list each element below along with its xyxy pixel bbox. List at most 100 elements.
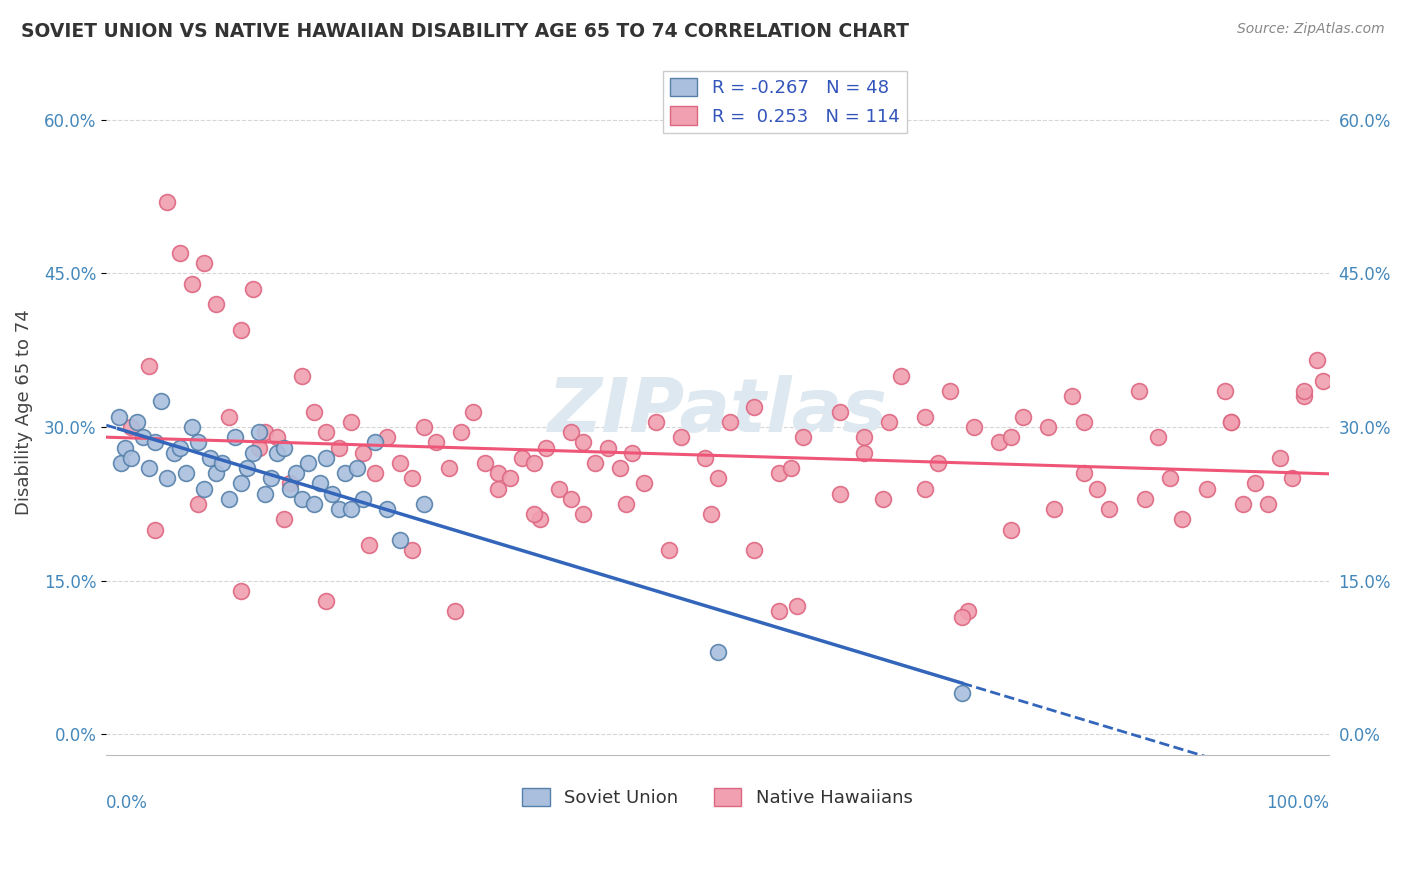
Point	[273, 441, 295, 455]
Point	[107, 409, 129, 424]
Point	[328, 441, 350, 455]
Point	[939, 384, 962, 399]
Point	[242, 282, 264, 296]
Point	[211, 456, 233, 470]
Point	[572, 507, 595, 521]
Point	[474, 456, 496, 470]
Point	[425, 435, 447, 450]
Point	[110, 456, 132, 470]
Point	[254, 425, 277, 440]
Point	[1036, 420, 1059, 434]
Point	[547, 482, 569, 496]
Point	[1060, 389, 1083, 403]
Point	[1146, 430, 1168, 444]
Point	[114, 441, 136, 455]
Point	[853, 446, 876, 460]
Point	[302, 497, 325, 511]
Point	[321, 486, 343, 500]
Text: 100.0%: 100.0%	[1265, 794, 1329, 812]
Point	[169, 441, 191, 455]
Point	[229, 476, 252, 491]
Point	[346, 461, 368, 475]
Point	[260, 471, 283, 485]
Point	[583, 456, 606, 470]
Point	[364, 466, 387, 480]
Point	[388, 456, 411, 470]
Point	[718, 415, 741, 429]
Point	[1128, 384, 1150, 399]
Point	[309, 476, 332, 491]
Point	[486, 482, 509, 496]
Point	[963, 420, 986, 434]
Point	[205, 297, 228, 311]
Point	[143, 435, 166, 450]
Point	[291, 368, 314, 383]
Point	[987, 435, 1010, 450]
Point	[828, 405, 851, 419]
Point	[523, 507, 546, 521]
Point	[278, 482, 301, 496]
Point	[792, 430, 814, 444]
Point	[658, 543, 681, 558]
Point	[461, 405, 484, 419]
Point	[156, 471, 179, 485]
Point	[297, 456, 319, 470]
Point	[786, 599, 808, 614]
Point	[828, 486, 851, 500]
Point	[138, 461, 160, 475]
Point	[377, 430, 399, 444]
Text: Source: ZipAtlas.com: Source: ZipAtlas.com	[1237, 22, 1385, 37]
Point	[315, 425, 337, 440]
Point	[536, 441, 558, 455]
Point	[187, 435, 209, 450]
Point	[1268, 450, 1291, 465]
Point	[645, 415, 668, 429]
Point	[120, 450, 142, 465]
Point	[1012, 409, 1035, 424]
Point	[302, 405, 325, 419]
Point	[242, 446, 264, 460]
Point	[132, 430, 155, 444]
Point	[247, 441, 270, 455]
Point	[284, 466, 307, 480]
Point	[1171, 512, 1194, 526]
Point	[377, 502, 399, 516]
Text: ZIPatlas: ZIPatlas	[547, 376, 887, 448]
Point	[266, 430, 288, 444]
Point	[450, 425, 472, 440]
Point	[125, 415, 148, 429]
Point	[162, 446, 184, 460]
Point	[401, 471, 423, 485]
Point	[529, 512, 551, 526]
Point	[218, 491, 240, 506]
Point	[499, 471, 522, 485]
Point	[914, 482, 936, 496]
Point	[700, 507, 723, 521]
Point	[523, 456, 546, 470]
Point	[413, 420, 436, 434]
Point	[205, 466, 228, 480]
Point	[200, 450, 222, 465]
Point	[510, 450, 533, 465]
Point	[957, 605, 980, 619]
Point	[1281, 471, 1303, 485]
Point	[927, 456, 949, 470]
Point	[340, 415, 363, 429]
Point	[218, 409, 240, 424]
Point	[1098, 502, 1121, 516]
Point	[388, 533, 411, 547]
Point	[669, 430, 692, 444]
Point	[229, 584, 252, 599]
Point	[193, 256, 215, 270]
Point	[180, 420, 202, 434]
Point	[401, 543, 423, 558]
Point	[352, 491, 374, 506]
Point	[247, 425, 270, 440]
Point	[1312, 374, 1334, 388]
Point	[560, 425, 582, 440]
Point	[633, 476, 655, 491]
Point	[229, 323, 252, 337]
Text: SOVIET UNION VS NATIVE HAWAIIAN DISABILITY AGE 65 TO 74 CORRELATION CHART: SOVIET UNION VS NATIVE HAWAIIAN DISABILI…	[21, 22, 910, 41]
Point	[273, 512, 295, 526]
Point	[1257, 497, 1279, 511]
